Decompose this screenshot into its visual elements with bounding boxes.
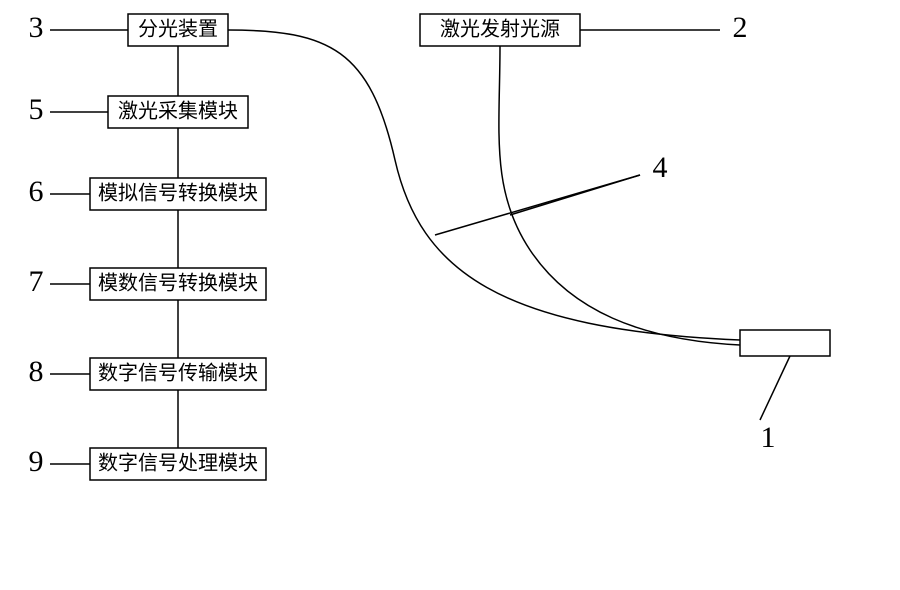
node-n8-label: 数字信号传输模块	[98, 362, 258, 385]
anno-line-4-1	[510, 175, 640, 215]
anno-num-9: 9	[29, 445, 44, 478]
node-n6-label: 模拟信号转换模块	[98, 182, 258, 205]
diagram-canvas: 分光装置 激光发射光源激光采集模块模拟信号转换模块模数信号转换模块数字信号传输模块…	[0, 0, 900, 590]
anno-num-7: 7	[29, 265, 44, 298]
node-n5-label: 激光采集模块	[118, 100, 238, 123]
anno-num-2: 2	[733, 11, 748, 44]
c_n2_n1	[499, 46, 740, 345]
node-n7-label: 模数信号转换模块	[98, 272, 258, 295]
anno-num-8: 8	[29, 355, 44, 388]
anno-num-1: 1	[761, 421, 776, 454]
node-n7: 模数信号转换模块	[90, 268, 266, 300]
anno-line-1	[760, 356, 790, 420]
anno-num-6: 6	[29, 175, 44, 208]
node-n3-label: 分光装置	[138, 18, 218, 41]
c_n3_n1	[228, 30, 740, 340]
node-n9: 数字信号处理模块	[90, 448, 266, 480]
node-n2-label: 激光发射光源	[440, 18, 560, 41]
anno-num-4: 4	[653, 151, 668, 184]
node-n8: 数字信号传输模块	[90, 358, 266, 390]
node-n3: 分光装置	[128, 14, 228, 46]
node-n1	[740, 330, 830, 356]
anno-num-5: 5	[29, 93, 44, 126]
node-n5: 激光采集模块	[108, 96, 248, 128]
node-n6: 模拟信号转换模块	[90, 178, 266, 210]
node-n2: 激光发射光源	[420, 14, 580, 46]
anno-num-3: 3	[29, 11, 44, 44]
node-n9-label: 数字信号处理模块	[98, 452, 258, 475]
